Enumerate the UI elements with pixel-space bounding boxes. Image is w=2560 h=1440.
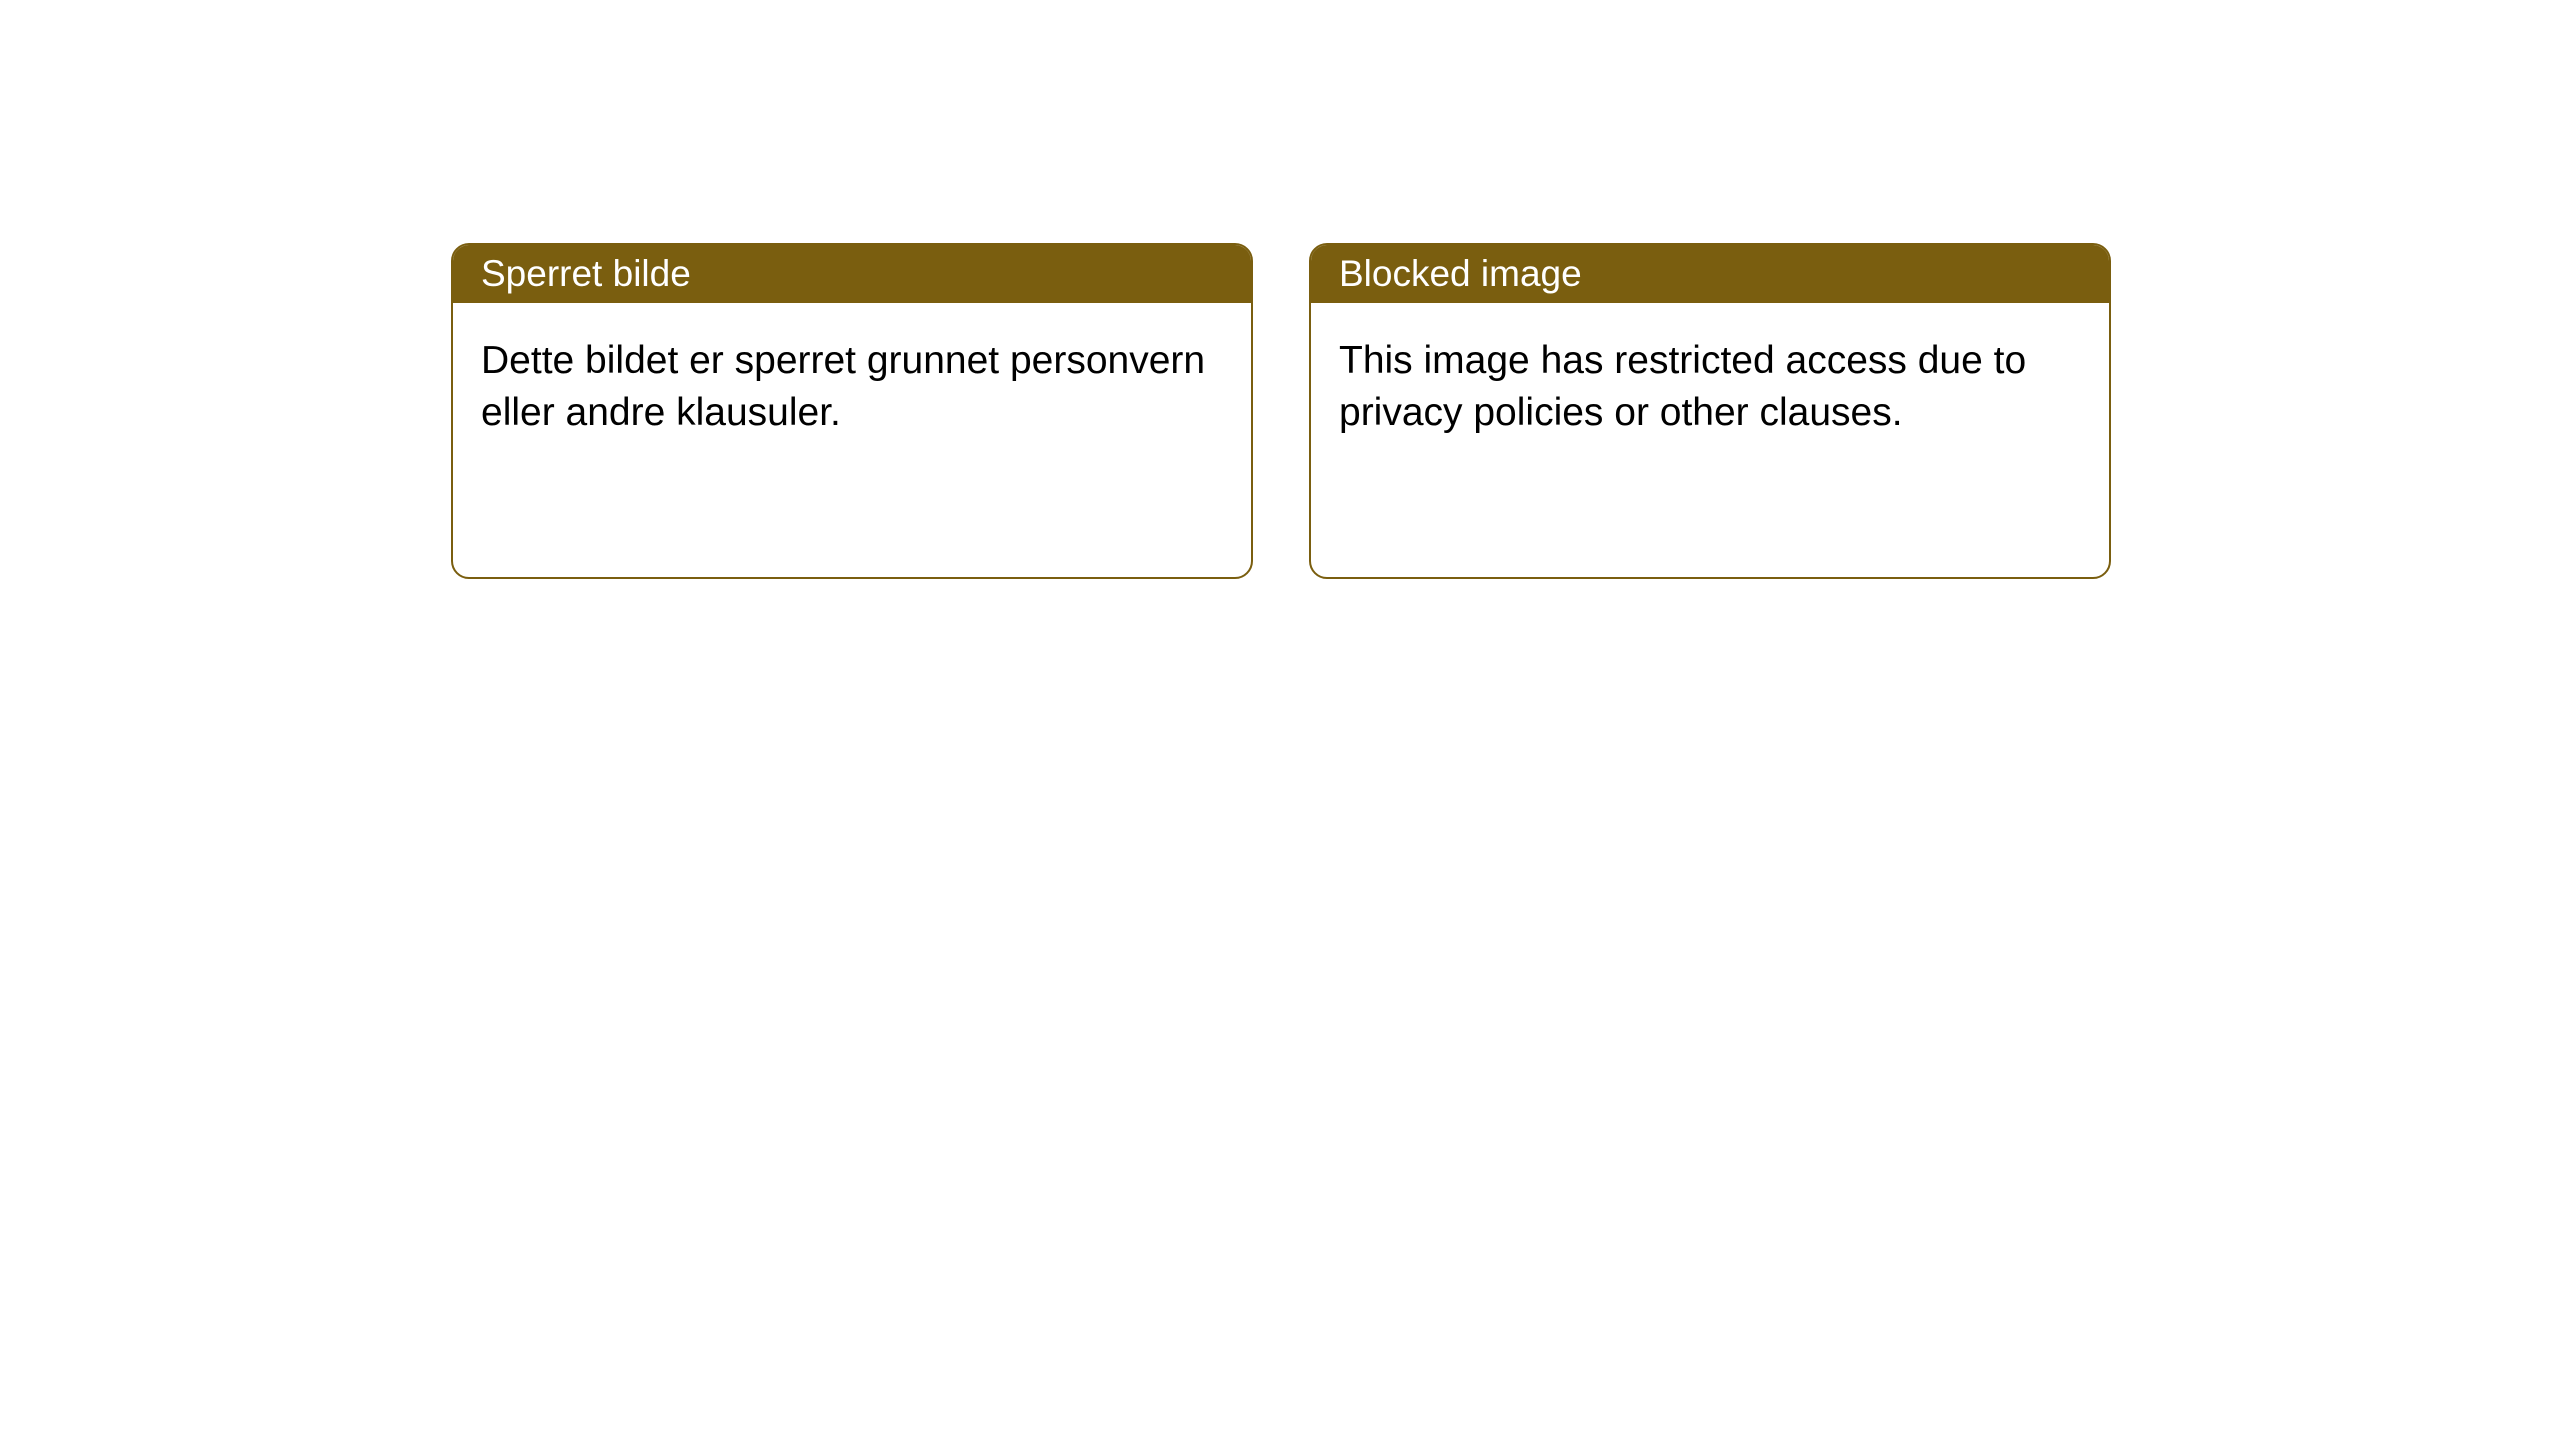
panels-container: Sperret bilde Dette bildet er sperret gr… [0, 0, 2560, 579]
panel-header-no: Sperret bilde [453, 245, 1251, 303]
blocked-image-panel-no: Sperret bilde Dette bildet er sperret gr… [451, 243, 1253, 579]
panel-body-en: This image has restricted access due to … [1311, 303, 2109, 471]
panel-title-no: Sperret bilde [481, 253, 691, 294]
blocked-image-panel-en: Blocked image This image has restricted … [1309, 243, 2111, 579]
panel-body-no: Dette bildet er sperret grunnet personve… [453, 303, 1251, 471]
panel-title-en: Blocked image [1339, 253, 1582, 294]
panel-header-en: Blocked image [1311, 245, 2109, 303]
panel-text-en: This image has restricted access due to … [1339, 339, 2026, 434]
panel-text-no: Dette bildet er sperret grunnet personve… [481, 339, 1205, 434]
